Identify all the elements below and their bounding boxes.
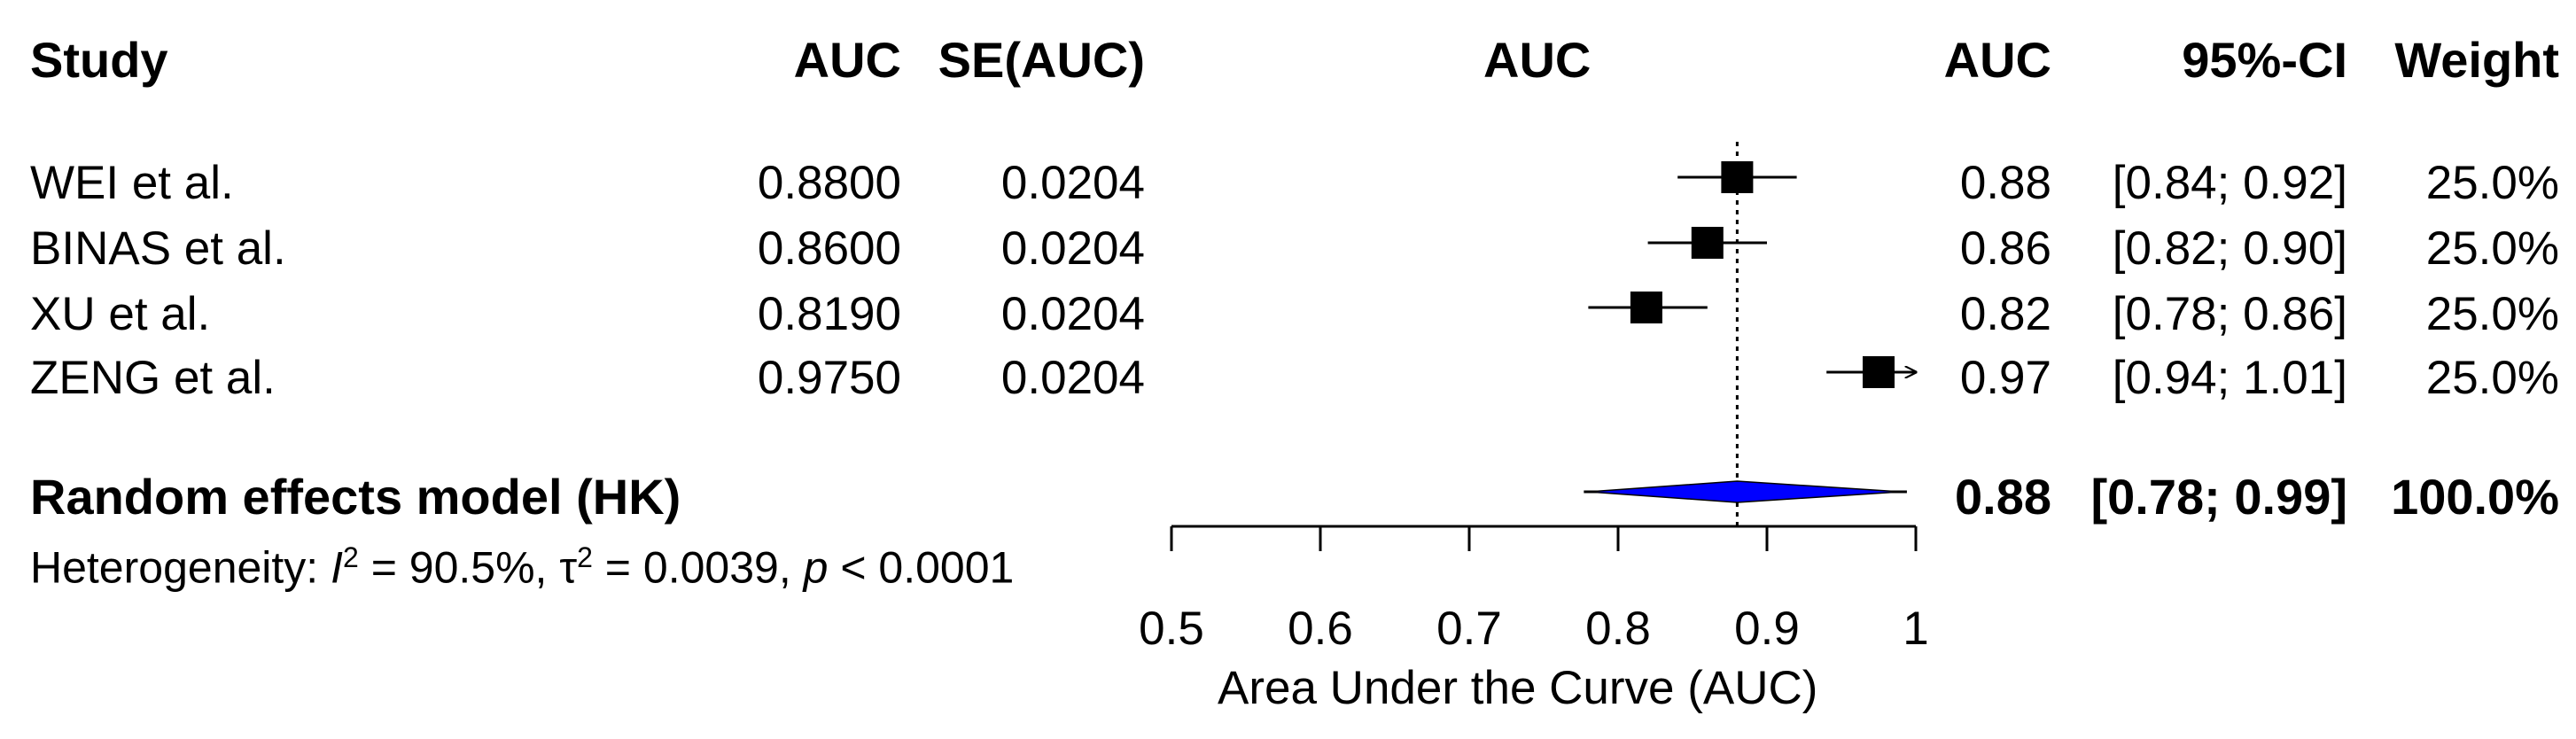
heterogeneity-tau-sup: 2 — [577, 541, 593, 573]
heterogeneity-prefix: Heterogeneity: — [30, 542, 331, 593]
heterogeneity-tau-value: = 0.0039, — [592, 542, 804, 593]
x-tick-label: 0.9 — [1734, 603, 1800, 655]
study-estimate: 0.88 — [1959, 157, 2051, 209]
header-ci: 95%-CI — [2182, 32, 2347, 88]
x-tick-label: 0.6 — [1288, 603, 1353, 655]
heterogeneity-text: Heterogeneity: I2 = 90.5%, τ2 = 0.0039, … — [30, 543, 1014, 590]
study-marker — [1691, 227, 1724, 259]
study-estimate: 0.86 — [1959, 222, 2051, 275]
heterogeneity-i-sup: 2 — [343, 541, 359, 573]
study-name: XU et al. — [30, 288, 211, 340]
study-se-auc: 0.0204 — [1000, 222, 1145, 275]
study-weight: 25.0% — [2425, 352, 2559, 404]
x-tick-label: 1 — [1903, 603, 1928, 655]
study-ci: [0.78; 0.86] — [2112, 288, 2347, 340]
study-weight: 25.0% — [2425, 288, 2559, 340]
study-ci: [0.94; 1.01] — [2112, 352, 2347, 404]
heterogeneity-p-symbol: p — [803, 542, 829, 593]
study-weight: 25.0% — [2425, 157, 2559, 209]
header-plot-auc: AUC — [1483, 32, 1592, 88]
study-marker — [1863, 356, 1895, 388]
heterogeneity-i-symbol: I — [331, 542, 343, 593]
pooled-label: Random effects model (HK) — [30, 469, 681, 525]
study-name: WEI et al. — [30, 157, 234, 209]
heterogeneity-i-value: = 90.5%, — [358, 542, 560, 593]
study-se-auc: 0.0204 — [1000, 157, 1145, 209]
study-se-auc: 0.0204 — [1000, 352, 1145, 404]
pooled-estimate: 0.88 — [1955, 469, 2051, 525]
study-auc: 0.8800 — [757, 157, 901, 209]
pooled-ci: [0.78; 0.99] — [2090, 469, 2348, 525]
header-auc: AUC — [793, 32, 901, 88]
header-se-auc: SE(AUC) — [938, 32, 1145, 88]
study-se-auc: 0.0204 — [1000, 288, 1145, 340]
header-auc-right: AUC — [1943, 32, 2051, 88]
header-weight: Weight — [2394, 32, 2559, 88]
x-tick-label: 0.7 — [1436, 603, 1502, 655]
study-marker — [1630, 292, 1662, 323]
study-estimate: 0.97 — [1959, 352, 2051, 404]
pooled-diamond — [1588, 480, 1902, 503]
study-weight: 25.0% — [2425, 222, 2559, 275]
study-name: BINAS et al. — [30, 222, 286, 275]
study-ci: [0.82; 0.90] — [2112, 222, 2347, 275]
study-marker — [1721, 161, 1754, 193]
x-axis-label: Area Under the Curve (AUC) — [1218, 662, 1818, 714]
study-ci: [0.84; 0.92] — [2112, 157, 2347, 209]
header-study: Study — [30, 32, 168, 88]
study-auc: 0.9750 — [757, 352, 901, 404]
study-auc: 0.8600 — [757, 222, 901, 275]
study-auc: 0.8190 — [757, 288, 901, 340]
study-name: ZENG et al. — [30, 352, 276, 404]
x-tick-label: 0.5 — [1139, 603, 1204, 655]
pooled-weight: 100.0% — [2391, 469, 2559, 525]
study-estimate: 0.82 — [1959, 288, 2051, 340]
x-tick-label: 0.8 — [1585, 603, 1651, 655]
heterogeneity-p-value: < 0.0001 — [828, 542, 1015, 593]
heterogeneity-tau-symbol: τ — [559, 542, 578, 593]
